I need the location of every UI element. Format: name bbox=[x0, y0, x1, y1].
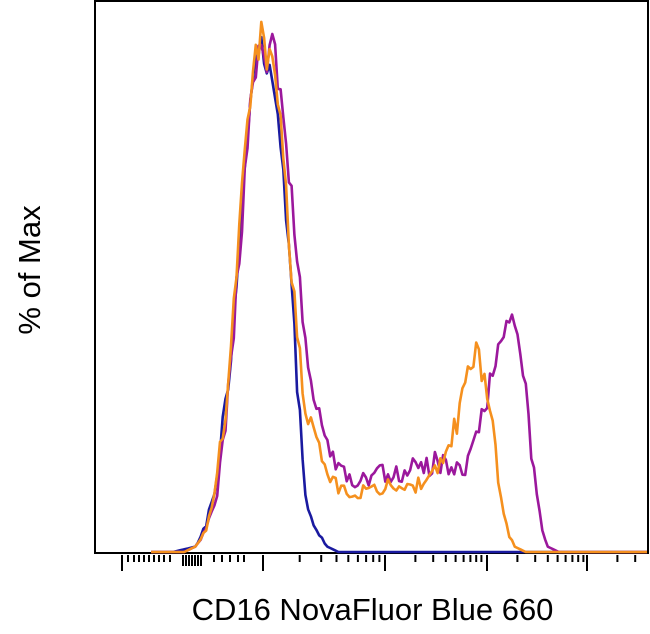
histogram-series-1 bbox=[151, 20, 647, 554]
y-axis-label-wrap: % of Max bbox=[0, 0, 60, 554]
series-layer bbox=[151, 20, 647, 554]
y-axis-label: % of Max bbox=[12, 205, 47, 335]
histogram-series-2 bbox=[151, 32, 647, 554]
plot-frame bbox=[94, 0, 649, 554]
x-axis-ticks bbox=[121, 555, 637, 571]
x-axis-label: CD16 NovaFluor Blue 660 bbox=[191, 592, 554, 627]
